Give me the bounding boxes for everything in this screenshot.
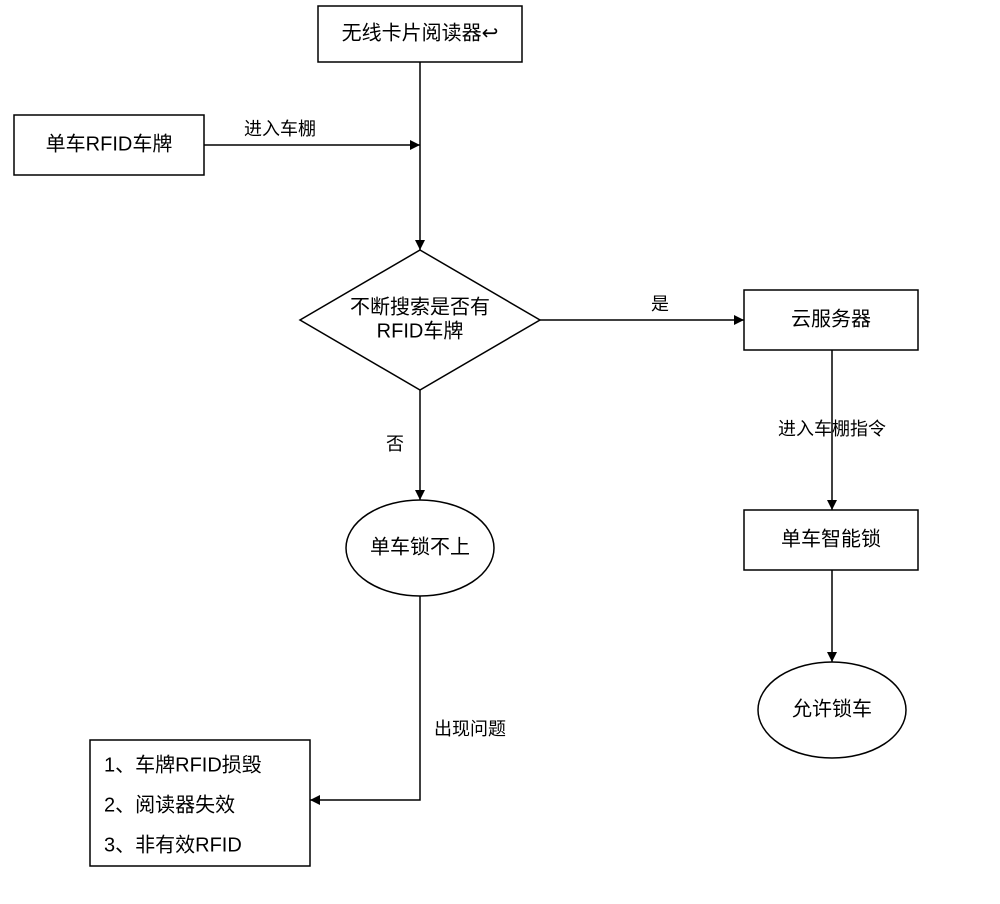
edge-label-plate_to_reader_path: 进入车棚 (244, 119, 316, 139)
node-label-decision-line0: 不断搜索是否有 (350, 295, 490, 318)
node-label-decision-line1: RFID车牌 (377, 319, 464, 342)
node-smart_lock: 单车智能锁 (744, 510, 918, 570)
node-label-allow_lock: 允许锁车 (792, 697, 872, 720)
node-listitem-problems-1: 2、阅读器失效 (104, 793, 235, 816)
edge-label-decision_yes: 是 (651, 294, 669, 314)
node-allow_lock: 允许锁车 (758, 662, 906, 758)
edge-label-cloud_to_smartlock: 进入车棚指令 (778, 419, 886, 439)
node-label-reader: 无线卡片阅读器↩ (342, 21, 499, 44)
node-reader: 无线卡片阅读器↩ (318, 6, 522, 62)
node-label-cloud: 云服务器 (791, 307, 871, 330)
node-rfid_plate: 单车RFID车牌 (14, 115, 204, 175)
node-cant_lock: 单车锁不上 (346, 500, 494, 596)
edge-label-cantlock_to_problems: 出现问题 (434, 719, 506, 739)
edge-cantlock_to_problems (310, 596, 420, 800)
node-listitem-problems-2: 3、非有效RFID (104, 833, 242, 856)
node-cloud: 云服务器 (744, 290, 918, 350)
node-problems: 1、车牌RFID损毁 2、阅读器失效 3、非有效RFID (90, 740, 310, 866)
node-label-smart_lock: 单车智能锁 (781, 527, 881, 550)
node-label-rfid_plate: 单车RFID车牌 (46, 132, 173, 155)
node-listitem-problems-0: 1、车牌RFID损毁 (104, 753, 262, 776)
node-decision: 不断搜索是否有RFID车牌 (300, 250, 540, 390)
edge-label-decision_no: 否 (386, 434, 404, 454)
node-label-cant_lock: 单车锁不上 (370, 535, 470, 558)
